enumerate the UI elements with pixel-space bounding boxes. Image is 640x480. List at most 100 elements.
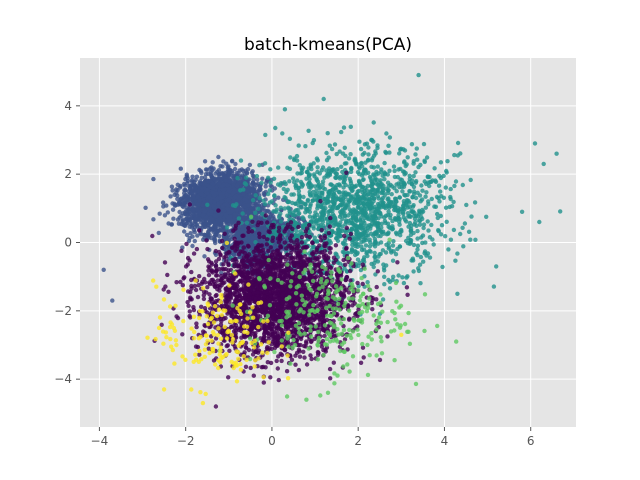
scatter-point <box>240 211 245 216</box>
scatter-point <box>216 181 222 186</box>
scatter-point <box>320 190 325 195</box>
scatter-point <box>421 141 427 147</box>
scatter-point <box>245 166 251 172</box>
scatter-point <box>455 251 460 256</box>
scatter-point <box>331 191 337 196</box>
scatter-point <box>419 183 424 188</box>
scatter-point <box>165 210 170 215</box>
scatter-point <box>433 204 439 209</box>
scatter-point <box>353 249 358 254</box>
scatter-point <box>233 161 238 167</box>
scatter-point <box>175 182 180 187</box>
scatter-point <box>291 192 296 197</box>
scatter-point <box>340 224 345 229</box>
scatter-point <box>319 202 324 208</box>
scatter-point <box>420 188 425 193</box>
scatter-point <box>234 202 239 207</box>
scatter-point <box>371 196 377 201</box>
scatter-point <box>342 177 348 182</box>
scatter-point <box>365 183 370 189</box>
scatter-point <box>278 219 284 224</box>
scatter-point <box>185 178 191 184</box>
scatter-point <box>403 171 408 176</box>
scatter-point <box>206 272 212 278</box>
scatter-point <box>190 208 196 214</box>
scatter-point <box>405 205 410 210</box>
scatter-point <box>206 178 211 184</box>
scatter-point <box>396 181 401 186</box>
scatter-point <box>162 213 168 218</box>
scatter-point <box>455 140 461 146</box>
scatter-point <box>350 242 355 248</box>
scatter-point <box>452 183 457 189</box>
scatter-point <box>181 197 186 203</box>
scatter-point <box>227 168 232 173</box>
scatter-point <box>438 160 444 165</box>
scatter-point <box>366 157 371 162</box>
scatter-point <box>244 170 250 175</box>
scatter-point <box>432 166 437 171</box>
scatter-point <box>312 215 318 220</box>
scatter-point <box>260 176 265 181</box>
scatter-point <box>387 225 392 230</box>
scatter-point <box>303 210 308 215</box>
y-tick-label: −2 <box>54 304 72 318</box>
scatter-point <box>416 164 421 170</box>
scatter-point <box>363 227 368 232</box>
scatter-point <box>358 232 364 237</box>
scatter-point <box>273 125 278 131</box>
scatter-point <box>360 258 366 263</box>
scatter-point <box>445 159 450 164</box>
scatter-point <box>212 237 218 242</box>
scatter-point <box>455 153 460 158</box>
scatter-point <box>337 176 342 181</box>
x-tick-label: 4 <box>441 434 449 448</box>
scatter-point <box>278 205 284 210</box>
scatter-point <box>372 177 378 183</box>
scatter-point <box>402 148 408 153</box>
scatter-point <box>177 209 182 215</box>
scatter-point <box>321 185 326 191</box>
scatter-point <box>367 244 373 249</box>
scatter-point <box>314 193 319 198</box>
scatter-point <box>262 192 267 198</box>
scatter-point <box>320 219 326 225</box>
scatter-point <box>382 274 387 279</box>
scatter-point <box>413 170 418 175</box>
scatter-point <box>361 239 366 244</box>
scatter-point <box>397 195 402 200</box>
scatter-point <box>402 159 407 164</box>
scatter-point <box>429 222 434 228</box>
scatter-point <box>231 190 236 195</box>
scatter-point <box>390 218 395 224</box>
scatter-point <box>412 210 417 216</box>
scatter-point <box>314 177 320 183</box>
scatter-point <box>205 171 211 177</box>
scatter-point <box>383 250 389 255</box>
scatter-point <box>336 222 341 228</box>
scatter-point <box>222 170 227 176</box>
scatter-point <box>362 150 367 156</box>
scatter-point <box>423 205 428 210</box>
scatter-point <box>250 198 256 203</box>
scatter-point <box>371 139 376 144</box>
scatter-point <box>447 204 452 210</box>
scatter-point <box>209 226 214 232</box>
scatter-point <box>151 176 156 182</box>
scatter-point <box>229 208 235 214</box>
scatter-point <box>324 200 330 205</box>
scatter-point <box>275 366 280 371</box>
scatter-point <box>389 192 394 197</box>
scatter-point <box>218 195 223 201</box>
scatter-point <box>302 355 307 360</box>
scatter-point <box>558 209 563 214</box>
scatter-point <box>326 209 331 215</box>
scatter-point <box>303 144 308 149</box>
scatter-point <box>212 213 218 218</box>
scatter-point <box>356 236 361 241</box>
scatter-point <box>338 209 343 215</box>
scatter-point <box>378 251 383 257</box>
scatter-point <box>330 167 335 173</box>
